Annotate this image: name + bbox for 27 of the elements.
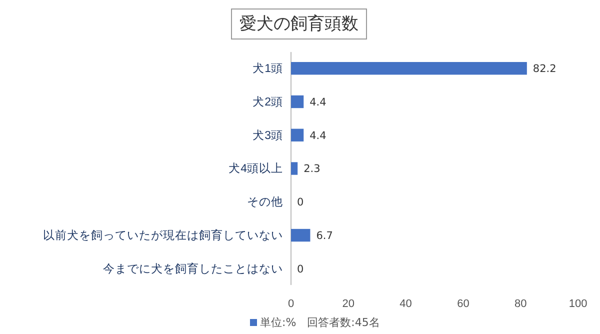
chart-title: 愛犬の飼育頭数 [240,14,358,34]
bar [291,62,527,75]
x-tick-label: 100 [568,298,588,310]
y-tick-label: 犬1頭 [252,62,283,76]
data-label: 0 [297,196,304,209]
x-tick-label: 60 [457,298,470,310]
x-tick-label: 80 [514,298,527,310]
bar [291,128,304,142]
y-tick-label: 犬3頭 [252,128,283,142]
y-tick-label: 以前犬を飼っていたが現在は飼育していない [43,228,283,242]
x-tick-label: 0 [288,298,294,310]
legend-label: 単位:% 回答者数:45名 [260,316,380,329]
y-tick-label: その他 [247,196,283,209]
x-tick-label: 40 [400,298,412,310]
bar [291,162,298,175]
data-label: 82.2 [532,63,556,76]
data-label: 0 [297,263,304,276]
x-tick-label: 20 [342,298,355,310]
y-tick-label: 犬2頭 [252,95,283,108]
data-label: 2.3 [304,163,320,176]
data-label: 4.4 [310,130,327,142]
bar [291,95,304,108]
y-tick-label: 今までに犬を飼育したことはない [103,261,283,276]
data-label: 6.7 [316,230,333,242]
data-label: 4.4 [310,96,327,108]
bar [291,228,310,242]
y-tick-label: 犬4頭以上 [228,162,283,176]
